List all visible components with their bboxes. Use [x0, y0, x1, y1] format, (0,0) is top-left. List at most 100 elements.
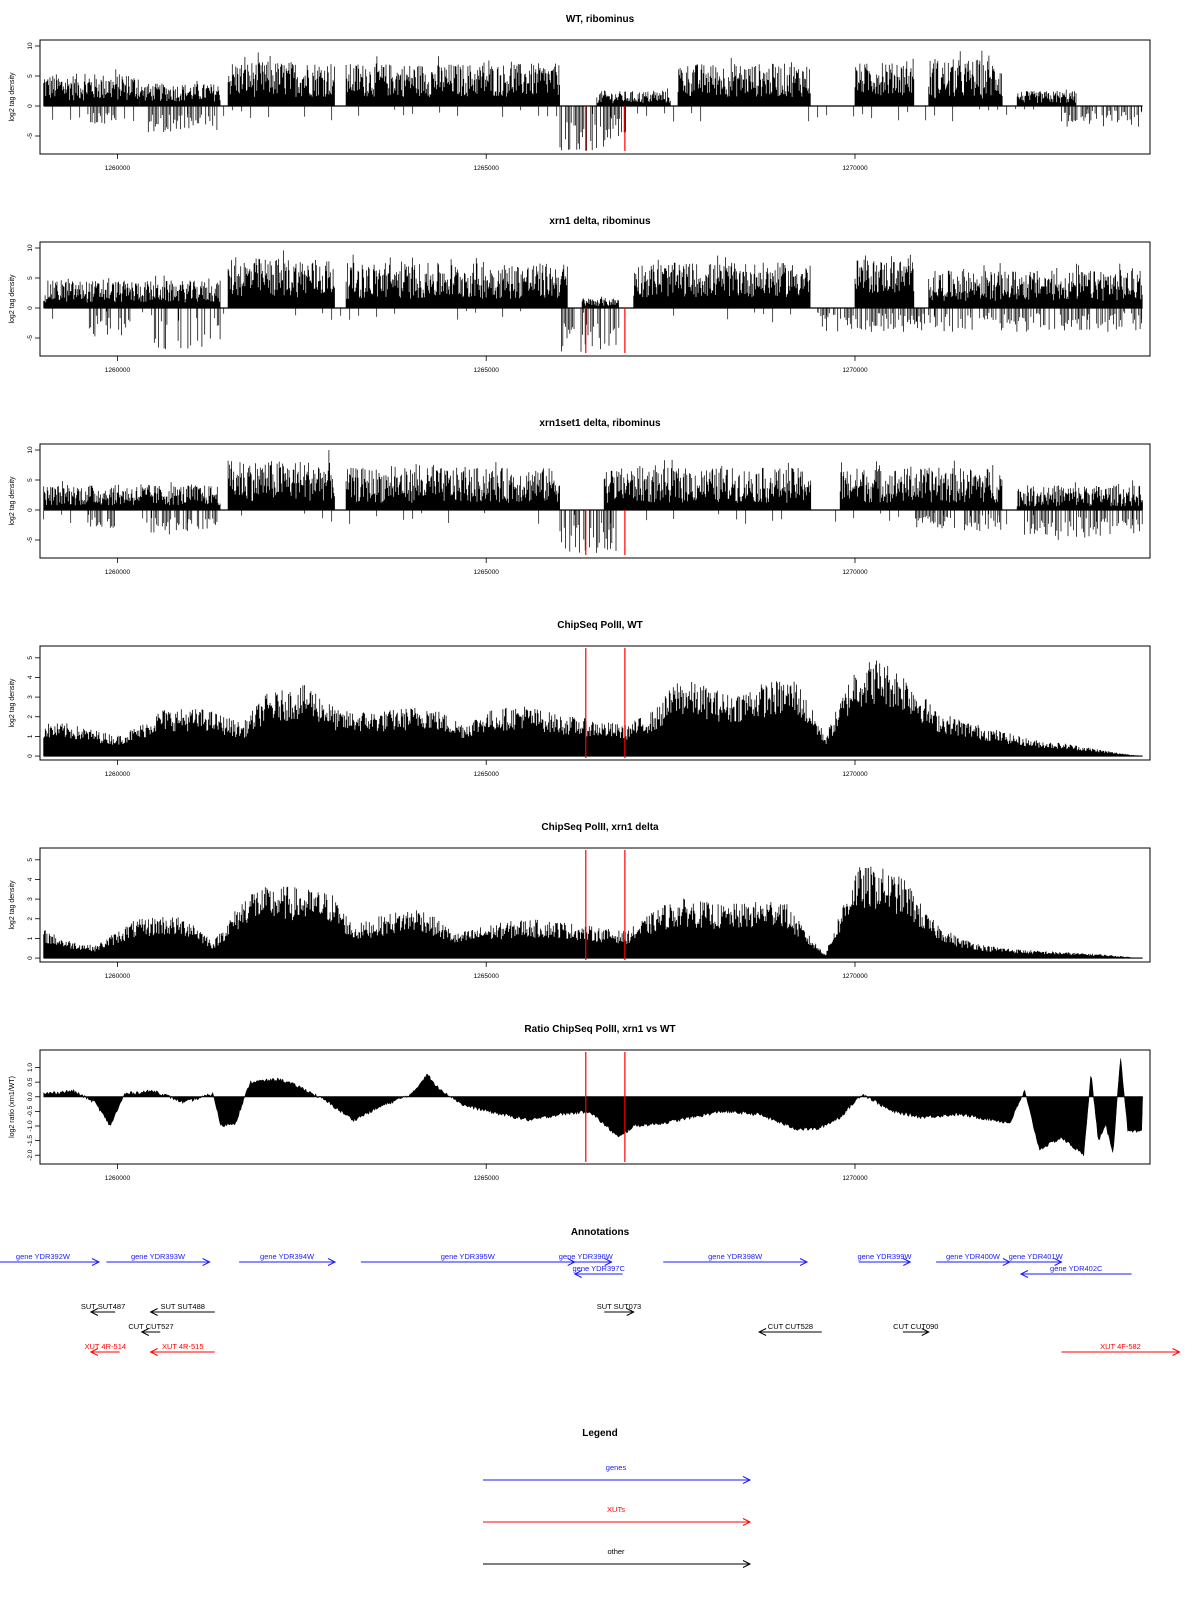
data-marks: [43, 648, 1143, 758]
plus-strand-bars: [139, 80, 221, 106]
x-tick-label: 1260000: [105, 569, 131, 576]
minus-strand-bars: [559, 106, 611, 151]
y-tick-label: 1.0: [27, 1063, 34, 1072]
legend-arrowhead: [742, 1560, 752, 1568]
legend-entry: XUTs: [483, 1505, 752, 1526]
feature-label: XUT 4R-515: [162, 1342, 204, 1351]
plus-strand-bars: [596, 88, 671, 106]
minus-strand-bars: [52, 308, 1143, 324]
plus-strand-bars: [43, 69, 140, 106]
annotations-section: Annotations gene YDR392W gene YDR393W gene…: [0, 1227, 1181, 1356]
feature-arrowhead: [202, 1258, 211, 1266]
x-tick-label: 1270000: [842, 771, 868, 778]
feature-label: gene YDR402C: [1050, 1264, 1103, 1273]
legend: Legend genes XUTs other: [483, 1428, 752, 1568]
y-tick-label: 1: [27, 936, 34, 940]
feature-arrowhead: [327, 1258, 337, 1266]
panel-5: ChipSeq PolII, xrn1 delta 0 1 2 3 4 5 log2 tag …: [9, 822, 1151, 980]
y-tick-label: 5: [27, 656, 34, 660]
y-tick-label: 0: [27, 508, 34, 512]
y-tick-label: 3: [27, 897, 34, 901]
annotation-feature: XUT 4F-582: [1061, 1342, 1181, 1356]
plot-frame: [39, 241, 1151, 357]
panel-title: ChipSeq PolII, WT: [557, 620, 643, 631]
data-marks: [43, 450, 1143, 555]
annotation-feature: gene YDR395W: [360, 1252, 576, 1266]
annotation-feature: CUT CUT090: [893, 1322, 938, 1336]
x-tick-label: 1260000: [105, 367, 131, 374]
legend-label: other: [607, 1547, 625, 1556]
feature-arrowhead: [573, 1270, 582, 1278]
minus-strand-bars: [1024, 510, 1143, 540]
minus-strand-bars: [817, 308, 1142, 332]
x-tick-label: 1260000: [105, 1175, 131, 1182]
feature-arrowhead: [799, 1258, 809, 1266]
feature-label: XUT 4F-582: [1100, 1342, 1141, 1351]
annotation-feature: gene YDR394W: [239, 1252, 337, 1266]
feature-arrowhead: [89, 1308, 99, 1316]
annotation-feature: gene YDR396W: [559, 1252, 614, 1266]
feature-arrowhead: [757, 1328, 767, 1336]
feature-label: gene YDR395W: [441, 1252, 496, 1261]
plot-frame: [39, 443, 1151, 559]
legend-title: Legend: [582, 1428, 618, 1439]
x-tick-label: 1260000: [105, 165, 131, 172]
y-tick-label: 5: [27, 478, 34, 482]
plus-strand-bars: [839, 460, 1003, 510]
x-tick-label: 1260000: [105, 973, 131, 980]
y-tick-label: 4: [27, 877, 34, 881]
feature-label: CUT CUT090: [893, 1322, 938, 1331]
minus-strand-bars: [87, 106, 117, 124]
feature-arrowhead: [903, 1258, 912, 1266]
y-tick-label: 0: [27, 104, 34, 108]
feature-label: SUT SUT488: [160, 1302, 204, 1311]
y-tick-label: 0: [27, 306, 34, 310]
annotation-features: gene YDR392W gene YDR393W gene YDR394W gene…: [0, 1252, 1181, 1356]
legend-arrowhead: [742, 1476, 752, 1484]
y-tick-label: 1: [27, 734, 34, 738]
y-tick-label: -5: [27, 335, 34, 341]
y-tick-label: 10: [27, 42, 34, 50]
plus-strand-bars: [345, 56, 560, 106]
annotation-feature: SUT SUT488: [149, 1302, 215, 1316]
feature-arrowhead: [1172, 1348, 1181, 1356]
legend-entry: other: [483, 1547, 752, 1568]
minus-strand-bars: [88, 308, 131, 337]
minus-strand-bars: [561, 308, 620, 352]
data-marks: [43, 50, 1143, 151]
legend-label: genes: [606, 1463, 627, 1472]
minus-strand-bars: [146, 510, 218, 535]
plot-frame: [39, 39, 1151, 155]
y-tick-label: 3: [27, 695, 34, 699]
y-tick-label: -1.5: [27, 1135, 34, 1147]
signal-bars: [43, 660, 1143, 757]
y-tick-label: 5: [27, 276, 34, 280]
feature-arrowhead: [149, 1308, 158, 1316]
feature-label: gene YDR396W: [559, 1252, 614, 1261]
feature-label: gene YDR397C: [572, 1264, 625, 1273]
x-tick-label: 1265000: [474, 771, 500, 778]
feature-label: gene YDR393W: [131, 1252, 186, 1261]
y-tick-label: -0.5: [27, 1105, 34, 1117]
y-tick-label: 5: [27, 858, 34, 862]
feature-label: SUT SUT487: [81, 1302, 125, 1311]
feature-arrowhead: [91, 1258, 101, 1266]
x-tick-label: 1270000: [842, 367, 868, 374]
feature-arrowhead: [1019, 1270, 1029, 1278]
plus-strand-bars: [1016, 89, 1077, 106]
feature-arrowhead: [1054, 1258, 1063, 1266]
y-tick-label: 10: [27, 446, 34, 454]
minus-strand-bars: [1061, 106, 1142, 127]
panel-6: Ratio ChipSeq PolII, xrn1 vs WT -2.0 -1.5 -…: [9, 1024, 1151, 1182]
legend-entry: genes: [483, 1463, 752, 1484]
panel-3: xrn1set1 delta, ribominus -5 0 5 10 log2 tag …: [9, 418, 1151, 576]
annotation-feature: gene YDR393W: [106, 1252, 211, 1266]
y-tick-label: 0.0: [27, 1092, 34, 1101]
plus-strand-bars: [227, 450, 335, 510]
plus-strand-bars: [345, 254, 568, 308]
plus-strand-bars: [227, 250, 335, 308]
annotation-feature: CUT CUT527: [128, 1322, 174, 1336]
x-tick-label: 1270000: [842, 569, 868, 576]
